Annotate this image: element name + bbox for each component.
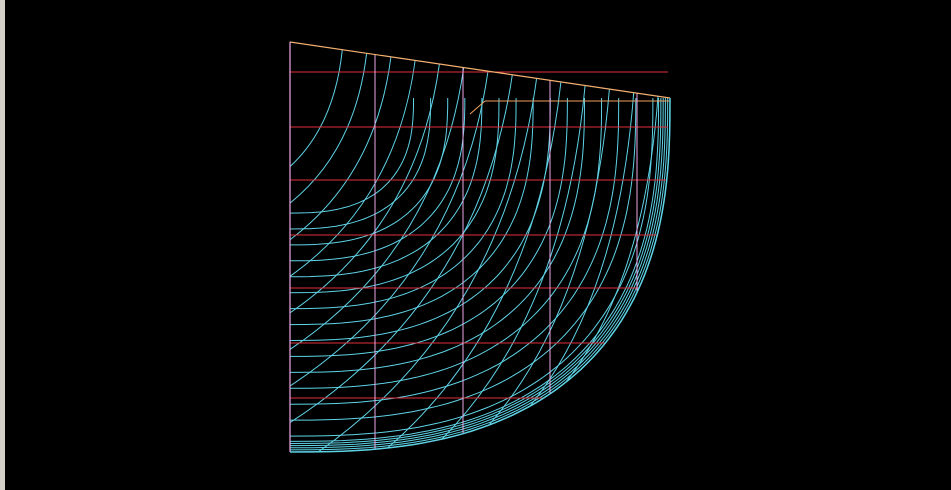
section-curve	[290, 98, 432, 230]
keel-curve	[290, 97, 662, 444]
diagonal-curve	[488, 89, 610, 426]
hull-curve	[289, 97, 671, 453]
diagonal-curve	[290, 60, 416, 277]
section-curve	[290, 98, 449, 246]
section-lines	[290, 49, 670, 452]
buttock-lines	[374, 54, 638, 450]
hull-outline	[289, 41, 671, 453]
keel-curve	[290, 97, 666, 449]
diagonal-curve	[290, 67, 465, 350]
section-curve	[290, 97, 620, 405]
section-curve	[290, 97, 670, 452]
sheer-line	[289, 41, 671, 99]
diagonal-curve	[290, 56, 392, 241]
keel-curve	[290, 97, 664, 447]
section-curve	[290, 97, 637, 421]
diagonal-curve	[387, 81, 562, 449]
section-curve	[290, 97, 654, 437]
diagonal-curve	[318, 78, 538, 452]
diagonal-curve	[290, 71, 489, 387]
section-curve	[290, 97, 483, 278]
window-edge	[0, 0, 5, 490]
section-curve	[290, 97, 534, 326]
deck-line	[469, 100, 486, 115]
diagonal-curve	[529, 92, 635, 407]
section-curve	[290, 98, 466, 262]
diagonal-curve	[290, 49, 343, 167]
section-curve	[290, 98, 414, 214]
diagonal-curve	[441, 85, 586, 440]
diagonal-curve	[290, 53, 368, 204]
keel-curve	[290, 97, 660, 442]
waterlines	[290, 71, 670, 399]
keel-curve	[290, 97, 669, 451]
diagonal-curve	[290, 63, 440, 314]
diagonal-curve	[290, 74, 513, 424]
keel-curve	[290, 97, 670, 452]
section-curve	[290, 97, 585, 373]
